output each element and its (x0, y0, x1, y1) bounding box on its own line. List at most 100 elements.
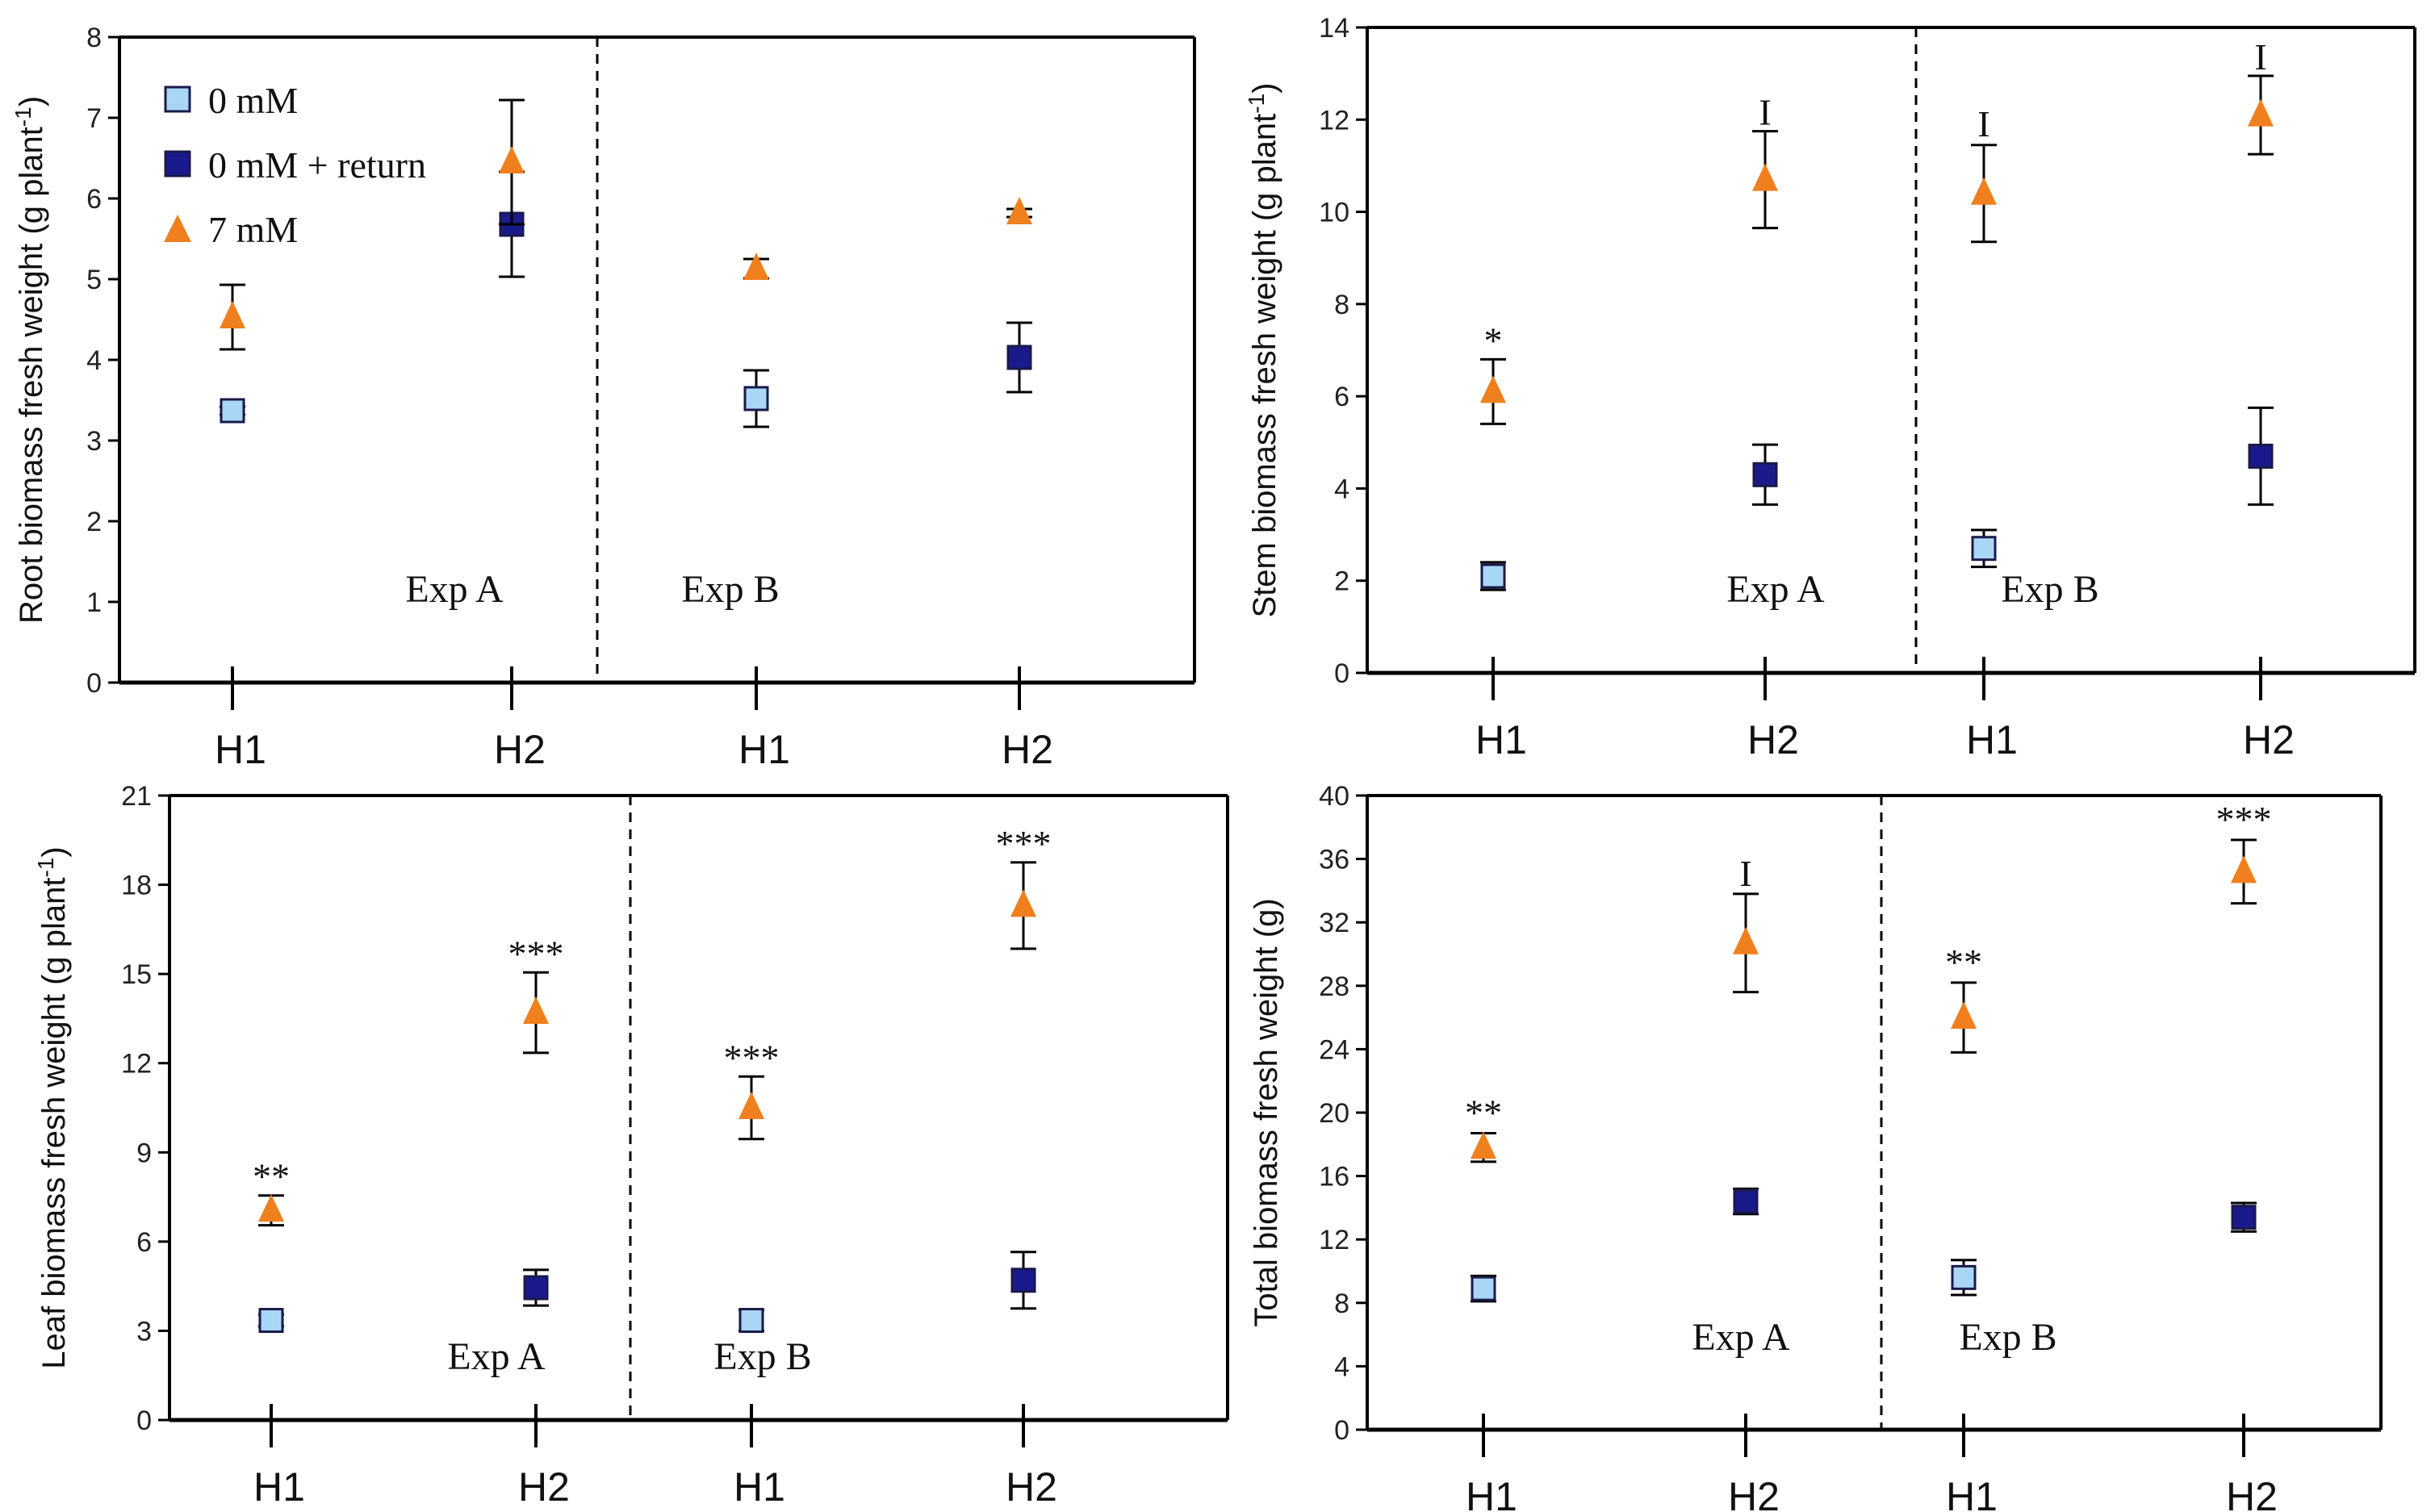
x-tick-label: H2 (2243, 717, 2295, 762)
y-tick-label: 2 (1334, 566, 1349, 597)
y-tick-label: 8 (86, 23, 102, 53)
x-tick-label: H2 (1747, 717, 1799, 762)
legend-marker-triangle (164, 215, 191, 242)
y-tick-label: 6 (86, 184, 102, 215)
x-tick-label: H1 (1475, 717, 1527, 762)
x-tick-label: H1 (1466, 1474, 1517, 1512)
y-tick-label: 21 (121, 781, 152, 812)
data-point (1006, 197, 1032, 224)
data-point (258, 1194, 284, 1222)
x-tick-label: H2 (1006, 1464, 1057, 1510)
legend-label: 7 mM (208, 209, 298, 250)
experiment-b-label: Exp B (681, 568, 779, 611)
total-biomass-panel: 0 4 8 12 16 20 24 28 32 36 40 H1 H2 H1 H2 Total biomass… (1249, 781, 2383, 1512)
data-point (1752, 163, 1778, 191)
y-tick-label: 12 (121, 1049, 152, 1080)
significance-label: I (1977, 103, 1989, 144)
y-tick-label: 40 (1319, 781, 1349, 812)
y-tick-label: 6 (136, 1227, 152, 1258)
y-tick-label: 32 (1319, 908, 1349, 938)
y-tick-label: 18 (121, 871, 152, 901)
stem-biomass-panel: 0 2 4 6 8 10 12 14 H1 H2 H1 H2 Stem biomass fresh we… (1244, 13, 2416, 762)
y-tick-label: 2 (86, 507, 102, 537)
experiment-a-label: Exp A (1692, 1316, 1790, 1359)
y-tick-label: 0 (1334, 1415, 1349, 1446)
legend-label: 0 mM + return (208, 144, 426, 186)
data-point (499, 146, 525, 173)
data-point (743, 386, 769, 411)
leaf-biomass-panel: 0 3 6 9 12 15 18 21 H1 H2 H1 H2 Leaf biomass fresh w… (33, 781, 1229, 1510)
data-point (738, 1092, 764, 1119)
y-tick-label: 8 (1334, 1289, 1349, 1319)
data-point (1951, 1264, 1977, 1290)
data-point (1006, 345, 1032, 370)
y-tick-label: 24 (1319, 1034, 1349, 1065)
y-tick-label: 14 (1319, 13, 1349, 44)
y-tick-label: 15 (121, 959, 152, 990)
data-point (1971, 177, 1997, 205)
y-tick-label: 4 (1334, 474, 1349, 504)
x-tick-label: H2 (518, 1464, 570, 1510)
experiment-a-label: Exp A (1726, 568, 1825, 611)
y-tick-label: 8 (1334, 290, 1349, 320)
y-tick-label: 28 (1319, 971, 1349, 1002)
data-point (1480, 375, 1506, 403)
y-tick-label: 4 (86, 345, 102, 376)
data-point (2231, 1205, 2257, 1230)
data-point (1471, 1131, 1496, 1159)
data-point (1733, 926, 1759, 954)
y-tick-label: 0 (136, 1405, 152, 1436)
data-point (738, 1308, 764, 1334)
root-biomass-panel: 0 1 2 3 4 5 6 7 8 H1 H2 H1 H2 Root biomass fresh weig… (10, 23, 1196, 772)
data-point (220, 301, 245, 328)
data-point (220, 398, 245, 424)
x-tick-label: H1 (215, 727, 266, 772)
x-tick-label: H2 (2226, 1474, 2278, 1512)
experiment-b-label: Exp B (1959, 1316, 2056, 1359)
significance-label: I (1759, 92, 1771, 133)
y-tick-label: 10 (1319, 198, 1349, 228)
significance-label: ** (1945, 942, 1982, 983)
data-point (2231, 855, 2257, 883)
data-point (1971, 536, 1997, 562)
data-point (1471, 1276, 1496, 1301)
significance-label: ** (1465, 1092, 1502, 1134)
y-tick-label: 4 (1334, 1351, 1349, 1382)
data-point (2248, 443, 2274, 469)
experiment-b-label: Exp B (2001, 568, 2098, 611)
data-point (1752, 462, 1778, 487)
data-point (258, 1308, 284, 1334)
significance-label: *** (724, 1037, 780, 1078)
y-tick-label: 5 (86, 265, 102, 295)
y-axis-label: Stem biomass fresh weight (g plant-1) (1244, 83, 1282, 618)
significance-label: ** (253, 1156, 290, 1197)
y-tick-label: 0 (1334, 658, 1349, 689)
experiment-a-label: Exp A (405, 568, 504, 611)
legend-marker-square (164, 150, 191, 178)
data-point (743, 253, 769, 280)
data-point (1480, 563, 1506, 589)
data-point (1010, 1268, 1036, 1293)
legend-marker-square (164, 86, 191, 113)
data-point (1733, 1188, 1759, 1214)
y-tick-label: 3 (136, 1316, 152, 1347)
y-axis-label: Leaf biomass fresh weight (g plant-1) (33, 846, 72, 1368)
x-tick-label: H2 (494, 727, 546, 772)
x-tick-label: H2 (1728, 1474, 1780, 1512)
significance-label: *** (2216, 799, 2272, 840)
y-tick-label: 20 (1319, 1098, 1349, 1129)
x-tick-label: H1 (734, 1464, 785, 1510)
x-tick-label: H1 (1966, 717, 2018, 762)
legend: 0 mM 0 mM + return 7 mM (164, 80, 426, 250)
y-tick-label: 3 (86, 426, 102, 457)
y-axis-label: Root biomass fresh weight (g plant-1) (10, 96, 49, 624)
x-tick-label: H2 (1002, 727, 1053, 772)
data-point (1951, 1001, 1977, 1030)
y-tick-label: 0 (86, 668, 102, 699)
x-tick-label: H1 (253, 1464, 305, 1510)
experiment-a-label: Exp A (447, 1335, 546, 1378)
data-point (523, 1275, 549, 1301)
significance-label: I (2254, 36, 2266, 77)
y-tick-label: 7 (86, 103, 102, 134)
